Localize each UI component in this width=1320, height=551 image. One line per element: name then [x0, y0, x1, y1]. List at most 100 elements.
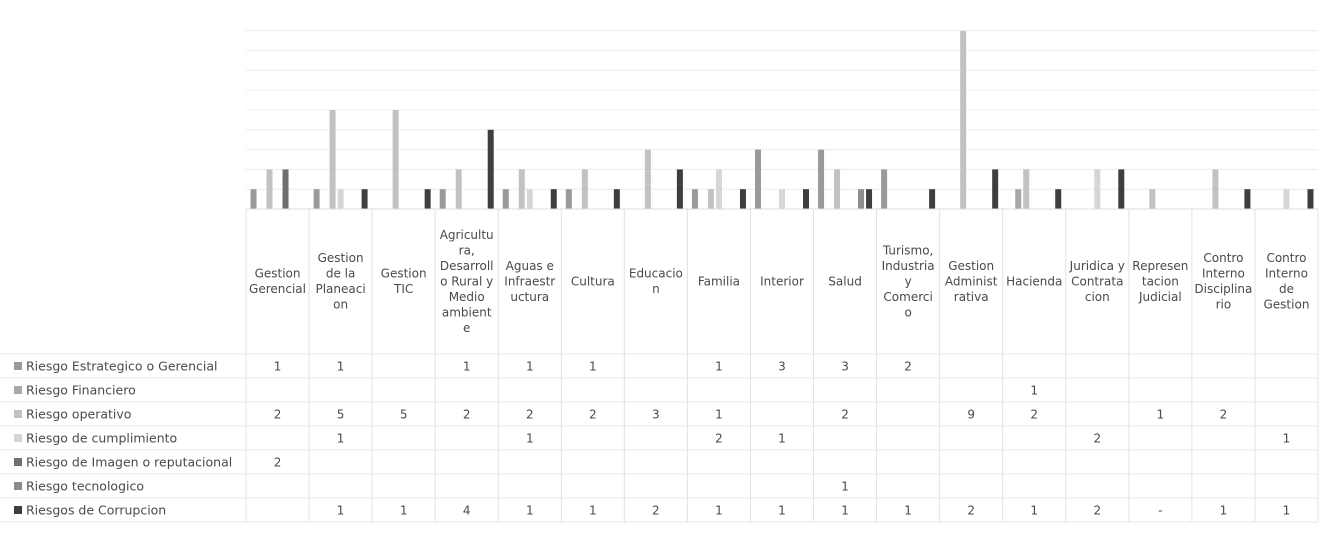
category-label: Familia: [698, 274, 740, 288]
category-label-line: Salud: [828, 274, 862, 288]
category-label-line: Interno: [1202, 267, 1245, 281]
data-value: 1: [904, 504, 912, 518]
data-value: 1: [715, 360, 723, 374]
category-label-line: Hacienda: [1006, 274, 1062, 288]
category-label: Interior: [760, 274, 804, 288]
bar: [282, 169, 289, 209]
bar: [866, 189, 873, 209]
category-label: Turismo, Industria y Comerci o: [882, 243, 935, 319]
bar: [1149, 189, 1156, 209]
category-label-line: Turismo,: [882, 243, 933, 257]
category-label-line: Gestion: [318, 251, 364, 265]
bar: [779, 189, 785, 209]
bar: [329, 110, 336, 209]
data-value: 3: [652, 408, 660, 422]
category-label-line: Disciplina: [1194, 282, 1252, 296]
data-value: 2: [274, 456, 282, 470]
category-label-line: o: [904, 305, 911, 319]
bar: [1283, 189, 1290, 209]
bar: [803, 189, 809, 209]
legend-swatch: [14, 482, 22, 490]
category-label-line: Gerencial: [249, 282, 306, 296]
category-label-line: Desarroll: [440, 259, 494, 273]
data-value: 1: [1030, 384, 1038, 398]
category-label-line: ra,: [459, 243, 475, 257]
bar: [487, 129, 494, 209]
category-label-line: Infraestr: [504, 274, 555, 288]
category-label-line: Contrata: [1071, 274, 1123, 288]
bar: [676, 169, 683, 209]
category-label-line: rio: [1216, 298, 1232, 312]
series-label: Riesgo operativo: [26, 407, 131, 422]
data-value: 1: [715, 408, 723, 422]
data-value: 1: [526, 432, 534, 446]
category-label-line: Gestion: [1264, 298, 1310, 312]
category-label: Hacienda: [1006, 274, 1062, 288]
data-value: 1: [778, 504, 786, 518]
series-label: Riesgo tecnologico: [26, 479, 144, 494]
data-value: 2: [715, 432, 723, 446]
bar: [858, 189, 865, 209]
bar: [834, 169, 841, 209]
data-value: 1: [526, 504, 534, 518]
category-label: Juridica y Contrata cion: [1069, 259, 1125, 304]
category-label-line: n: [652, 282, 660, 296]
bar: [707, 189, 714, 209]
category-label-line: Contro: [1203, 251, 1243, 265]
legend-swatch: [14, 410, 22, 418]
category-label-line: Interno: [1265, 267, 1308, 281]
legend-swatch: [14, 362, 22, 370]
data-value: 1: [778, 432, 786, 446]
category-label-line: de la: [326, 267, 356, 281]
bar: [361, 189, 368, 209]
category-label-line: Juridica y: [1069, 259, 1125, 273]
bar: [613, 189, 620, 209]
data-value: 3: [841, 360, 849, 374]
bar: [644, 149, 651, 209]
legend-swatch: [14, 458, 22, 466]
bar: [526, 189, 533, 209]
bar: [313, 189, 320, 209]
data-value: 2: [274, 408, 282, 422]
bar: [424, 189, 431, 209]
series-label: Riesgo de cumplimiento: [26, 431, 177, 446]
category-label: Contro Interno de Gestion: [1264, 251, 1310, 312]
category-label-line: Familia: [698, 274, 740, 288]
series-label: Riesgo de Imagen o reputacional: [26, 455, 232, 470]
data-value: 1: [274, 360, 282, 374]
bar: [1015, 189, 1022, 209]
bar: [929, 189, 936, 209]
category-label: Gestion Administ rativa: [945, 259, 998, 304]
data-value: 2: [463, 408, 471, 422]
data-value: 1: [337, 504, 345, 518]
category-label: Gestion TIC: [381, 267, 427, 297]
category-label-line: Cultura: [571, 274, 615, 288]
bar: [715, 169, 722, 209]
bar: [755, 149, 761, 209]
bar: [266, 169, 273, 209]
category-label: Represen tacion Judicial: [1132, 259, 1188, 304]
category-label: Contro Interno Disciplina rio: [1194, 251, 1252, 312]
data-value: 1: [1283, 504, 1291, 518]
data-value: 2: [526, 408, 534, 422]
data-value: 1: [400, 504, 408, 518]
category-label-line: de: [1279, 282, 1294, 296]
bar: [439, 189, 446, 209]
category-label: Cultura: [571, 274, 615, 288]
data-value: 2: [1093, 432, 1101, 446]
category-label-line: Educacio: [629, 267, 683, 281]
category-label-line: Planeaci: [315, 282, 365, 296]
data-value: 5: [337, 408, 345, 422]
data-value: 1: [1030, 504, 1038, 518]
bar: [881, 169, 888, 209]
data-value: 2: [1030, 408, 1038, 422]
bar: [818, 149, 825, 209]
data-value: 1: [1283, 432, 1291, 446]
data-value: 1: [337, 432, 345, 446]
bar: [455, 169, 462, 209]
data-value: 1: [337, 360, 345, 374]
bar: [392, 110, 399, 209]
data-value: 2: [967, 504, 975, 518]
bar: [1212, 169, 1219, 209]
series-label: Riesgo Estrategico o Gerencial: [26, 359, 217, 374]
